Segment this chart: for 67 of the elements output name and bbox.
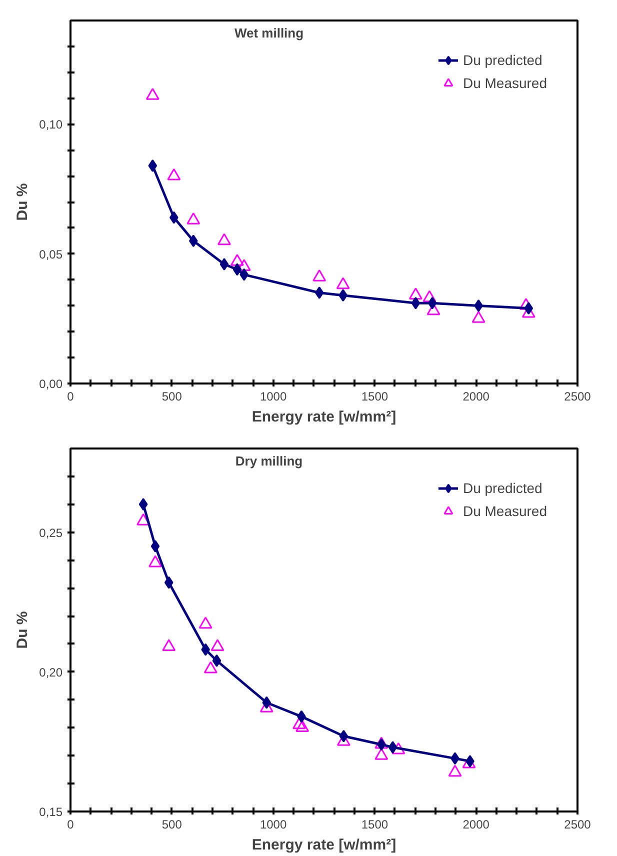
point <box>148 159 158 172</box>
point <box>392 742 406 754</box>
x-tick-label: 0 <box>67 818 74 832</box>
point <box>150 540 160 552</box>
x-tick-label: 0 <box>67 390 74 404</box>
point <box>376 738 386 751</box>
point <box>210 639 224 651</box>
legend-label: Du predicted <box>462 480 542 496</box>
point <box>262 696 272 709</box>
point <box>167 168 181 180</box>
x-tick-label: 1000 <box>260 818 287 832</box>
y-axis-title: Du % <box>14 183 32 221</box>
point <box>388 741 398 754</box>
point <box>240 268 249 281</box>
x-tick-label: 2000 <box>462 818 490 832</box>
x-axis-title: Energy rate [w/mm²] <box>252 408 396 426</box>
point <box>422 290 436 302</box>
x-tick-label: 2500 <box>564 818 592 832</box>
x-tick-label: 1500 <box>361 390 388 404</box>
point <box>220 258 229 270</box>
point <box>374 748 388 760</box>
x-tick-label: 1000 <box>260 390 287 404</box>
y-tick-label: 0,25 <box>39 526 63 540</box>
point <box>472 311 486 323</box>
point <box>408 288 422 300</box>
point <box>339 730 348 742</box>
point <box>230 254 244 266</box>
y-axis-title: Du % <box>14 611 32 649</box>
y-tick-label: 0,20 <box>39 665 63 680</box>
point <box>524 302 534 315</box>
y-tick-label: 0,15 <box>39 805 63 819</box>
point <box>212 654 222 667</box>
point <box>428 296 437 310</box>
x-tick-label: 500 <box>162 818 182 832</box>
x-axis-title: Energy rate [w/mm²] <box>252 836 396 854</box>
y-tick-label: 0,00 <box>39 377 63 391</box>
x-tick-label: 2500 <box>564 390 592 404</box>
point <box>312 270 326 282</box>
point <box>138 498 148 511</box>
point <box>198 616 212 629</box>
point <box>314 286 324 299</box>
point <box>186 212 200 224</box>
legend-label: Du Measured <box>462 75 547 91</box>
point <box>188 234 198 248</box>
legend-label: Du predicted <box>462 52 542 68</box>
point <box>146 88 160 100</box>
chart-title: Dry milling <box>235 454 303 468</box>
legend-label: Du Measured <box>462 503 547 519</box>
point <box>411 296 420 310</box>
x-tick-label: 2000 <box>462 390 490 404</box>
point <box>296 720 310 732</box>
point <box>292 717 306 730</box>
point <box>162 639 176 651</box>
x-tick-label: 1500 <box>361 818 388 832</box>
point <box>336 277 350 290</box>
chart-title: Wet milling <box>234 26 304 40</box>
point <box>148 555 162 568</box>
x-tick-label: 500 <box>162 390 182 404</box>
point <box>448 764 462 777</box>
point <box>217 233 231 246</box>
y-tick-label: 0,05 <box>39 247 63 262</box>
point <box>232 263 242 276</box>
point <box>164 576 174 589</box>
point <box>204 661 218 674</box>
y-tick-label: 0,10 <box>39 118 63 132</box>
point <box>374 736 388 749</box>
point <box>426 303 440 316</box>
